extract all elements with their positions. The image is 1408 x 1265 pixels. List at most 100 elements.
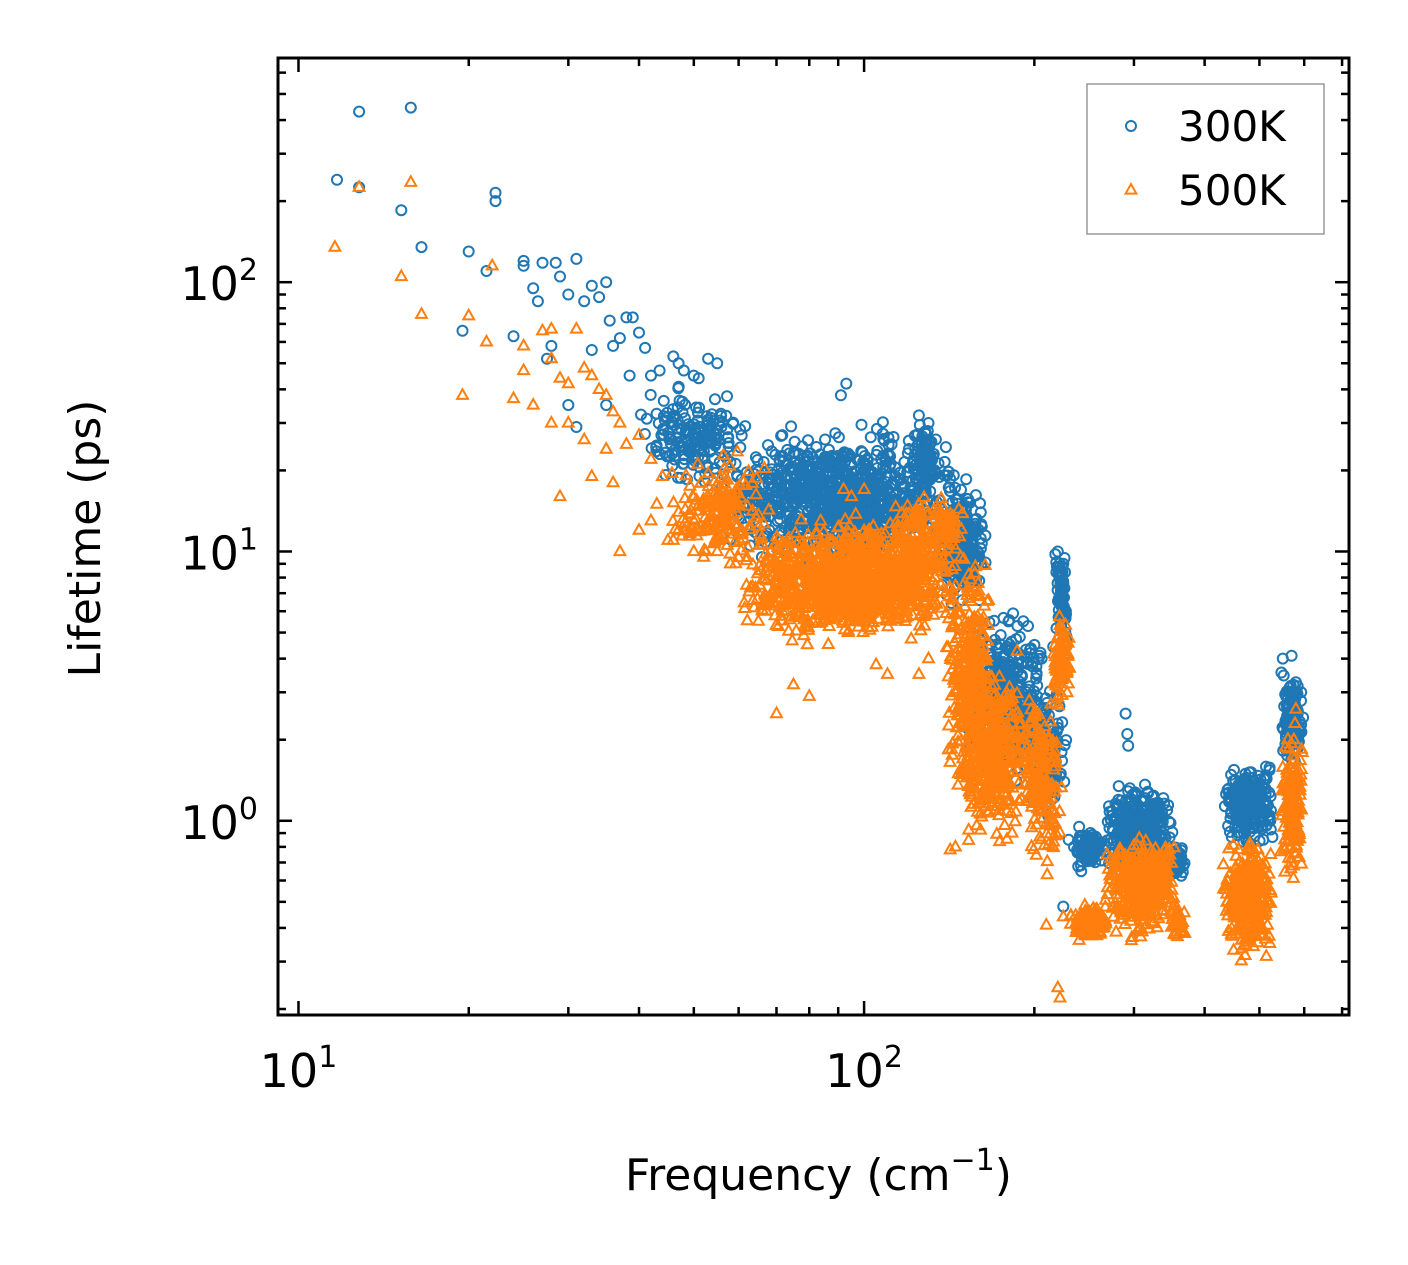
point-300K-1053: [766, 472, 779, 485]
point-300K-164: [669, 449, 682, 462]
point-300K-151: [684, 447, 697, 459]
point-300K-1120: [805, 474, 818, 487]
point-300K-1106: [799, 495, 812, 508]
point-300K-1061: [824, 487, 837, 500]
point-300K-820: [939, 441, 952, 454]
point-300K-1230: [960, 473, 973, 486]
point-300K-1093: [756, 494, 769, 507]
point-300K-1090: [871, 477, 884, 490]
point-300K-1089: [816, 498, 829, 511]
point-300K-1855: [1027, 685, 1040, 698]
point-300K-870: [829, 427, 842, 440]
point-300K-1977: [1051, 717, 1064, 730]
point-300K-48: [690, 401, 703, 414]
point-300K-457: [722, 437, 735, 449]
point-300K-979: [884, 457, 897, 470]
point-300K-1128: [821, 453, 834, 466]
point-300K-1806: [1030, 672, 1043, 685]
point-300K-873: [802, 434, 814, 447]
point-300K-890: [898, 480, 911, 493]
series-layer: [327, 101, 1310, 1003]
point-300K-1782: [1017, 615, 1030, 628]
point-300K-1048: [874, 489, 887, 502]
point-300K-1199: [907, 454, 920, 467]
point-300K-2138: [1074, 829, 1086, 842]
point-300K-574: [735, 429, 748, 442]
point-300K-163: [672, 431, 685, 444]
point-300K-1108: [874, 494, 887, 507]
point-300K-1814: [1021, 657, 1034, 670]
point-300K-1041: [846, 467, 859, 480]
point-300K-154: [657, 428, 670, 441]
point-300K-1058: [792, 476, 805, 489]
point-300K-1122: [831, 503, 844, 516]
point-300K-166: [650, 445, 663, 458]
point-300K-24: [657, 394, 670, 407]
point-300K-963: [845, 458, 858, 471]
point-300K-76: [709, 393, 721, 406]
point-300K-120: [678, 412, 691, 425]
point-300K-147: [683, 426, 696, 439]
point-300K-1050: [893, 472, 905, 485]
point-300K-1796: [1030, 667, 1043, 680]
point-300K-1123: [875, 467, 887, 480]
point-300K-2024: [1055, 593, 1068, 606]
point-300K-159: [720, 409, 733, 422]
point-300K-1676: [1027, 651, 1040, 664]
point-300K-1129: [842, 447, 855, 460]
point-300K-1063: [882, 449, 895, 462]
point-300K-77: [653, 448, 666, 461]
point-300K-322: [855, 418, 868, 431]
point-300K-169: [644, 388, 657, 401]
point-300K-1571: [1021, 651, 1034, 663]
point-300K-1055: [838, 450, 851, 463]
point-300K-1179: [908, 448, 921, 461]
point-300K-153: [721, 431, 734, 444]
point-300K-972: [876, 416, 889, 429]
point-300K-171: [657, 423, 670, 436]
point-300K-1388: [968, 520, 981, 533]
point-300K-949: [831, 472, 844, 485]
point-300K-1420: [967, 550, 980, 562]
point-300K-1067: [788, 435, 801, 448]
point-300K-1070: [798, 455, 811, 468]
point-300K-145: [687, 458, 700, 471]
point-300K-657: [765, 445, 778, 458]
point-300K-108: [721, 390, 733, 403]
point-300K-101: [640, 412, 653, 425]
point-300K-1107: [867, 503, 880, 516]
point-300K-1415: [961, 492, 973, 505]
point-300K-1077: [871, 444, 884, 457]
point-300K-168: [661, 411, 674, 424]
point-300K-1202: [909, 442, 922, 455]
point-300K-1205: [915, 434, 928, 447]
point-300K-1194: [903, 461, 916, 474]
point-300K-172: [666, 459, 679, 472]
point-300K-1949: [1060, 734, 1073, 747]
point-300K-121: [691, 406, 704, 419]
point-300K-985: [774, 513, 786, 526]
point-300K-114: [672, 380, 685, 393]
point-300K-1398: [975, 537, 988, 550]
point-300K-1094: [855, 468, 868, 481]
point-300K-176: [698, 425, 711, 438]
point-300K-1966: [1058, 739, 1071, 752]
point-300K-128: [682, 418, 695, 431]
point-300K-1755: [994, 629, 1007, 642]
point-300K-1068: [876, 427, 889, 440]
point-300K-2289: [1112, 780, 1125, 793]
point-300K-633: [938, 455, 951, 468]
point-300K-146: [659, 446, 671, 459]
point-300K-210: [762, 439, 774, 452]
point-300K-1072: [749, 451, 762, 464]
point-300K-161: [672, 437, 685, 450]
point-300K-1192: [926, 470, 939, 483]
point-300K-1423: [944, 485, 956, 498]
point-300K-155: [671, 401, 684, 414]
point-300K-1112: [814, 474, 827, 487]
point-300K-1204: [910, 475, 923, 488]
point-300K-136: [673, 394, 686, 407]
point-300K-1126: [776, 429, 789, 442]
point-300K-660: [785, 420, 798, 433]
